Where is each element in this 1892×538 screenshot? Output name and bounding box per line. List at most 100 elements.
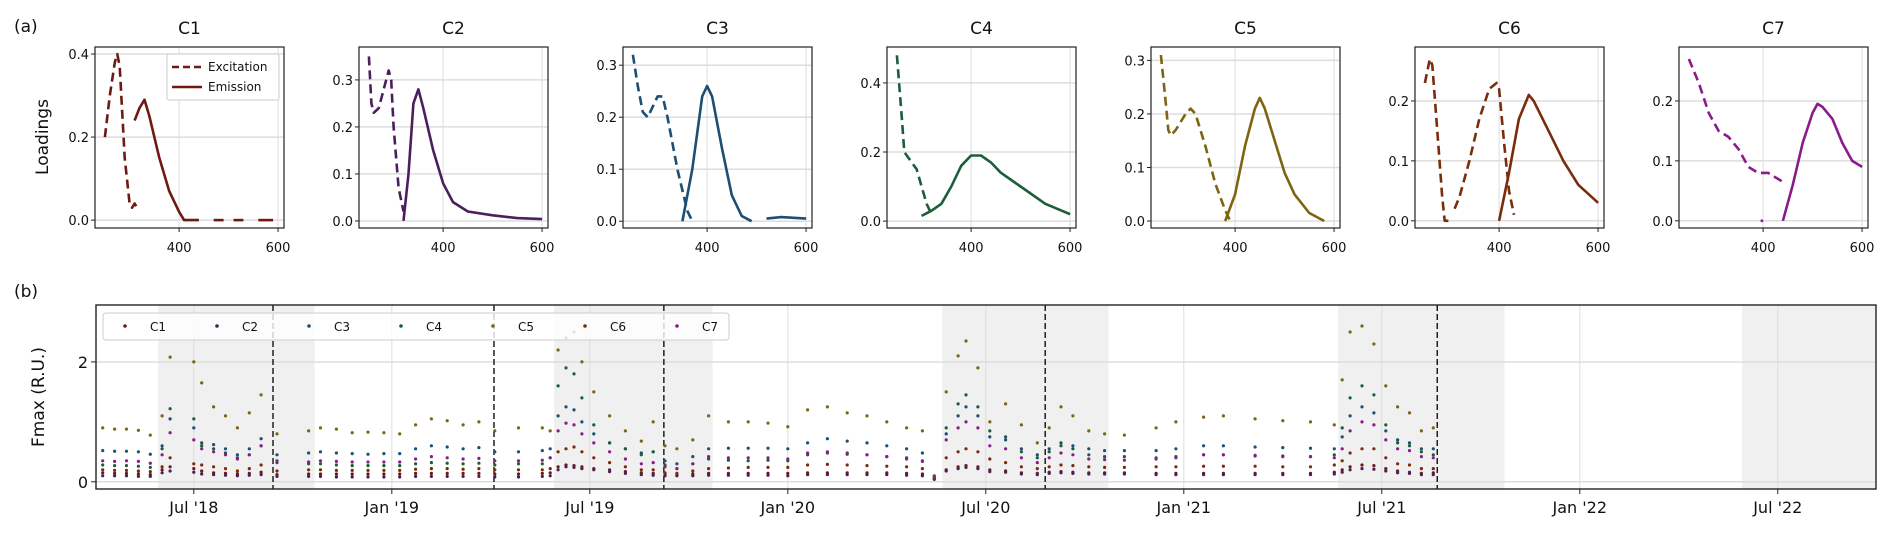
data-point-c7 — [477, 456, 481, 460]
y-tick-label: 0.1 — [1124, 161, 1145, 176]
y-tick-label: 0.3 — [332, 74, 353, 89]
plot-frame — [1414, 46, 1605, 229]
data-point-c7 — [1281, 455, 1285, 459]
data-point-c5 — [1221, 414, 1225, 418]
data-point-c6 — [1019, 465, 1024, 469]
y-tick-label: 0.1 — [1388, 155, 1409, 170]
data-point-c5 — [1103, 432, 1107, 436]
data-point-c5 — [247, 411, 251, 415]
y-tick-label: 0.2 — [1652, 95, 1673, 110]
data-point-c5 — [726, 420, 731, 424]
data-point-c7 — [623, 457, 628, 461]
data-point-c3 — [200, 441, 204, 445]
data-point-c3 — [113, 449, 117, 453]
data-point-c3 — [885, 444, 889, 448]
data-point-c3 — [766, 446, 770, 450]
data-point-c3 — [1174, 447, 1178, 451]
data-point-c7 — [766, 456, 770, 460]
data-point-c5 — [160, 414, 164, 418]
data-point-c7 — [275, 461, 279, 465]
data-point-c2 — [1419, 473, 1423, 477]
data-point-c4 — [1396, 441, 1400, 445]
panel-title: C3 — [706, 19, 729, 39]
spectra-panel-c5: 0.0 0.1 0.2 0.3 400 600 C5 — [1124, 19, 1346, 256]
data-point-c5 — [192, 360, 196, 364]
data-point-c6 — [1372, 447, 1376, 451]
spectra-panel-c2: 0.0 0.1 0.2 0.3 400 600 C2 — [332, 19, 554, 256]
data-point-c2 — [1360, 467, 1364, 471]
data-point-c1 — [1384, 467, 1388, 471]
x-tick-label: 600 — [1322, 241, 1347, 256]
data-point-c5 — [124, 427, 129, 431]
data-point-c6 — [445, 467, 449, 471]
data-point-c2 — [691, 474, 695, 478]
data-point-c7 — [1059, 451, 1063, 455]
data-point-c5 — [548, 429, 552, 433]
emission-curve-c6 — [1497, 93, 1599, 222]
data-point-c3 — [101, 449, 105, 453]
data-point-c6 — [1281, 465, 1285, 469]
data-point-c5 — [988, 420, 992, 424]
data-point-c3 — [1407, 441, 1412, 445]
data-point-c3 — [1360, 405, 1364, 409]
data-point-c2 — [1059, 471, 1063, 475]
data-point-c4 — [429, 461, 433, 465]
data-point-c2 — [988, 470, 992, 474]
data-point-c6 — [1360, 447, 1364, 451]
data-point-c7 — [1419, 455, 1423, 459]
data-point-c5 — [1087, 429, 1091, 433]
legend-box — [166, 53, 280, 101]
data-point-c6 — [223, 467, 228, 471]
data-point-c5 — [259, 393, 263, 397]
data-point-c4 — [556, 384, 560, 388]
shaded-period — [1338, 305, 1505, 489]
data-point-c7 — [414, 457, 418, 461]
data-point-c4 — [1122, 455, 1126, 459]
series-c5 — [101, 324, 1435, 478]
data-point-c7 — [786, 457, 790, 461]
legend-marker-c1 — [123, 324, 127, 328]
data-point-c2 — [307, 474, 311, 478]
data-point-c1 — [192, 467, 196, 471]
legend-box — [102, 312, 730, 341]
data-point-c5 — [1059, 405, 1063, 409]
data-point-c2 — [1035, 473, 1039, 477]
data-point-c4 — [580, 396, 584, 400]
data-point-c4 — [1348, 396, 1352, 400]
data-point-c6 — [691, 469, 695, 473]
plot-frame — [622, 46, 813, 229]
data-point-c4 — [1407, 444, 1412, 448]
data-point-c6 — [1103, 465, 1107, 469]
data-point-c4 — [350, 464, 354, 468]
data-point-c1 — [113, 471, 117, 475]
y-axis-label-fmax: Fmax (R.U.) — [29, 347, 49, 447]
data-point-c5 — [920, 429, 925, 433]
data-point-c4 — [1087, 453, 1091, 457]
panel-title: C5 — [1234, 19, 1257, 39]
data-point-c6 — [1035, 467, 1039, 471]
data-point-c2 — [707, 473, 711, 477]
data-point-c7 — [964, 420, 968, 424]
legend-label-c3: C3 — [334, 320, 350, 334]
shaded-period — [1742, 305, 1876, 489]
data-point-c6 — [592, 456, 596, 460]
data-point-c2 — [1122, 472, 1126, 476]
data-point-c6 — [307, 468, 311, 472]
data-point-c2 — [556, 468, 560, 472]
y-tick-label: 0.0 — [1652, 215, 1673, 230]
data-point-c5 — [101, 426, 105, 430]
plot-frame — [886, 46, 1077, 229]
y-tick-label: 0.2 — [596, 111, 617, 126]
data-point-c7 — [608, 450, 612, 454]
data-point-c4 — [445, 461, 449, 465]
data-point-c4 — [564, 366, 568, 370]
plot-frame — [358, 46, 549, 229]
data-point-c3 — [548, 447, 552, 451]
data-point-c2 — [192, 470, 196, 474]
data-point-c1 — [1340, 468, 1344, 472]
data-point-c3 — [540, 449, 544, 453]
data-point-c4 — [101, 463, 105, 467]
data-point-c3 — [572, 408, 576, 412]
data-point-c3 — [259, 437, 263, 441]
